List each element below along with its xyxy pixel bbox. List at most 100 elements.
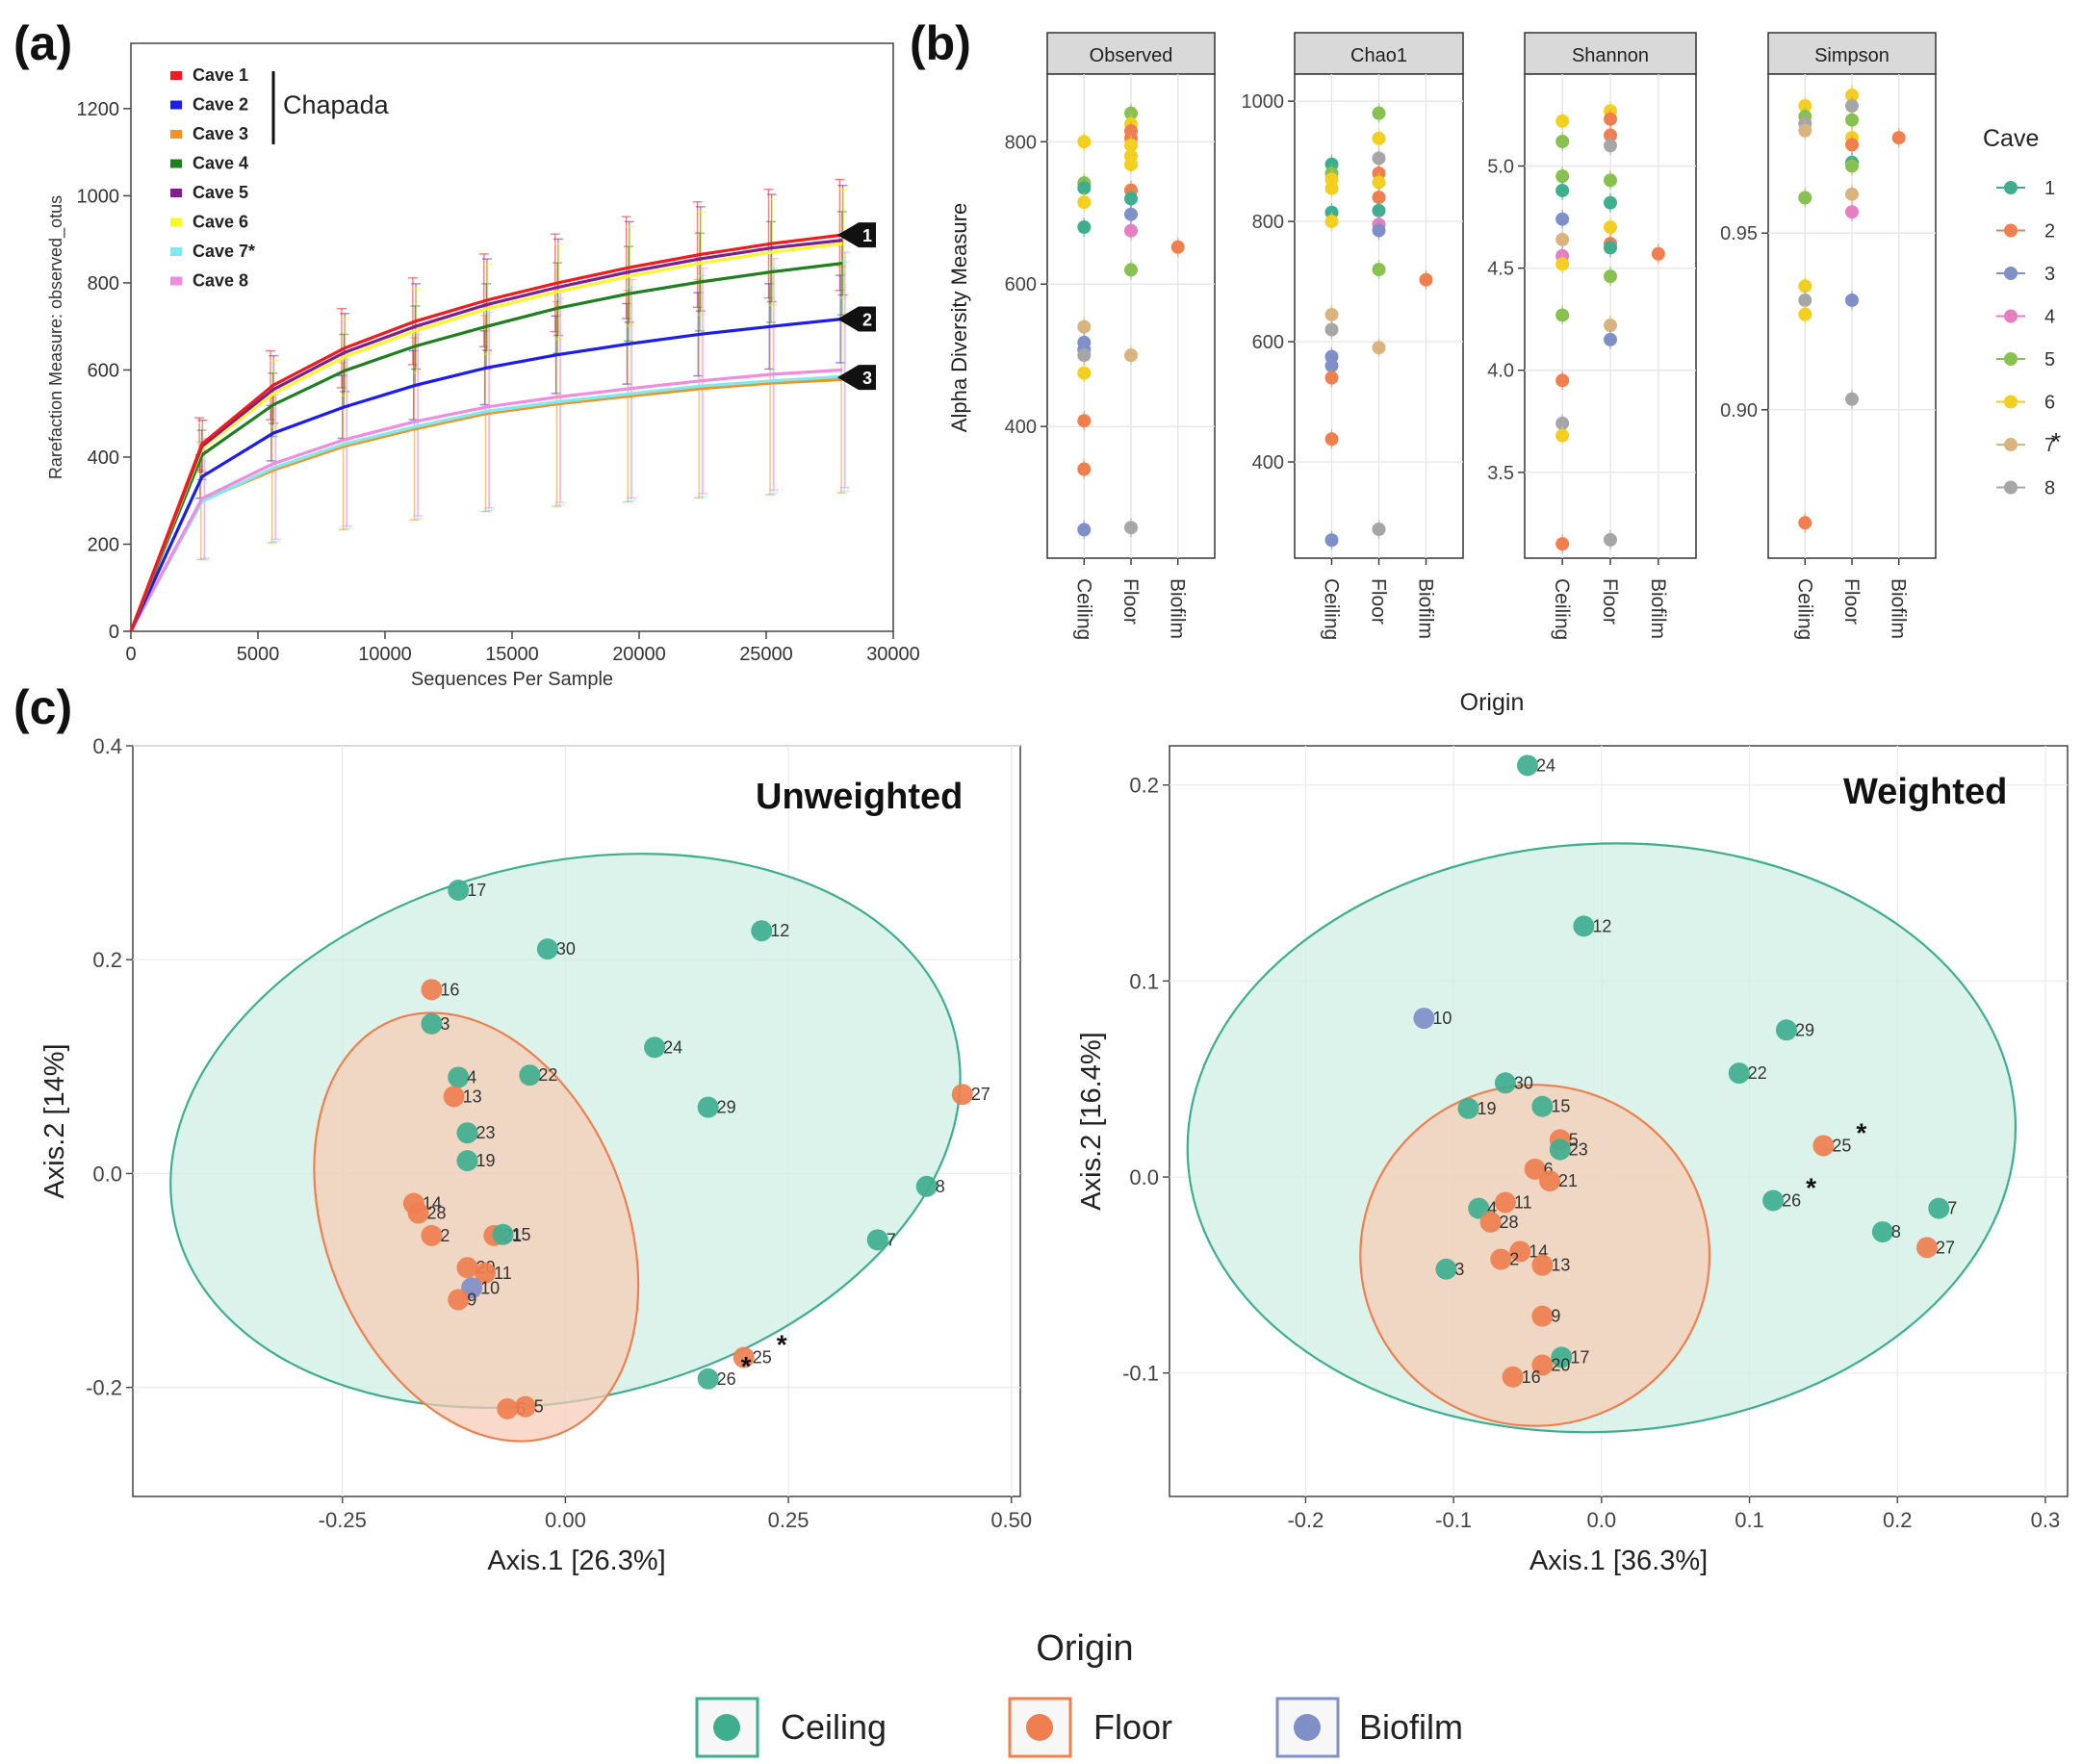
pcoa-point-star: *	[1856, 1117, 1866, 1147]
pcoa-title: Weighted	[1843, 772, 2007, 812]
alpha-point	[1372, 131, 1386, 145]
rarefaction-line-6	[129, 242, 843, 632]
cave-legend-dot	[2004, 309, 2018, 323]
facet-shannon: Shannon 3.5 4.0 4.5 5.0 Ceiling Floor Biofilm	[1487, 32, 1697, 640]
rarefaction-line-7	[129, 374, 843, 632]
pcoa-point	[1762, 1189, 1785, 1212]
alpha-point	[1798, 99, 1812, 114]
cave-legend-dot	[2004, 395, 2018, 409]
pcoa-point	[1494, 1072, 1516, 1094]
alpha-point	[1845, 293, 1859, 307]
cave-legend-dot	[2004, 352, 2018, 366]
alpha-point	[1077, 462, 1092, 476]
pcoa-point	[407, 1202, 429, 1224]
origin-legend-dot	[713, 1714, 740, 1741]
y-tick-label: 0.95	[1720, 223, 1758, 244]
pcoa-point-label: 16	[1522, 1368, 1541, 1387]
y-tick-label: 1000	[1242, 91, 1285, 113]
pcoa-point	[1531, 1305, 1554, 1327]
pcoa-point	[751, 920, 773, 942]
origin-legend-label: Floor	[1093, 1707, 1172, 1747]
alpha-point	[1555, 537, 1570, 551]
cave-legend-title: Cave	[1983, 125, 2039, 152]
pcoa-point-label: 19	[476, 1151, 495, 1170]
alpha-point	[1372, 203, 1386, 217]
alpha-point	[1555, 183, 1570, 197]
x-tick-label: Floor	[1840, 578, 1863, 625]
alpha-point	[1077, 220, 1092, 235]
pcoa-point-label: 30	[556, 939, 576, 959]
rarefaction-line-2	[129, 317, 843, 632]
pcoa-point-label: 26	[1782, 1190, 1801, 1210]
facet-simpson: Simpson 0.90 0.95 Ceiling Floor Biofilm	[1720, 32, 1937, 640]
y-tick-label: -0.2	[86, 1376, 122, 1400]
pcoa-point	[456, 1257, 478, 1279]
pcoa-point-label: 12	[1592, 916, 1611, 935]
alpha-point	[1372, 106, 1386, 120]
y-axis-label: Rarefaction Measure: observed_otus	[46, 195, 66, 479]
pcoa-point	[915, 1175, 938, 1197]
pcoa-point-label: 7	[887, 1230, 896, 1249]
facet-strip	[1767, 32, 1937, 75]
alpha-point	[1324, 432, 1339, 447]
pcoa-point	[1549, 1138, 1571, 1161]
pcoa_weighted-chart: -0.2 -0.1 0.0 0.1 0.2 0.3-0.10.00.10.22412102…	[1076, 745, 2069, 1576]
pcoa-point	[492, 1223, 514, 1245]
x-tick-label: 0	[125, 644, 136, 665]
alpha-point	[1555, 416, 1570, 430]
arrow-marker	[837, 306, 859, 332]
alpha-point	[1124, 263, 1138, 277]
facet-title: Chao1	[1350, 45, 1407, 66]
arrow-marker	[837, 365, 859, 391]
pcoa-point-label: 15	[1551, 1097, 1570, 1116]
facet-strip	[1046, 32, 1216, 75]
alpha-point	[1372, 223, 1386, 238]
y-tick-label: 1200	[77, 99, 120, 120]
y-tick-label: 600	[1252, 332, 1284, 353]
legend-label: Cave 5	[193, 183, 248, 202]
x-tick-label: 30000	[866, 644, 920, 665]
alpha-point	[1604, 532, 1617, 547]
arrow-marker-body	[859, 365, 876, 391]
pcoa-point-label: 29	[1795, 1020, 1814, 1039]
x-tick-label: Floor	[1368, 578, 1390, 625]
x-tick-label: Ceiling	[1793, 578, 1815, 640]
pcoa-point	[1435, 1258, 1457, 1280]
pcoa-point-label: 8	[1891, 1222, 1901, 1241]
pcoa-point-label: 4	[467, 1067, 476, 1087]
cave-legend-star: *	[2051, 427, 2061, 456]
facet-chao1: Chao1 400 600 800 1000 Ceiling Floor Biofilm	[1242, 32, 1464, 640]
pcoa-point	[1516, 754, 1538, 777]
y-tick-label: 4.5	[1487, 259, 1514, 280]
legend-label: Cave 7*	[193, 242, 255, 261]
y-tick-label: 0.0	[92, 1162, 122, 1186]
alpha-point	[1604, 112, 1617, 126]
pcoa-point	[421, 1224, 443, 1246]
pcoa-point-label: 2	[1509, 1250, 1519, 1269]
x-tick-label: Floor	[1599, 578, 1621, 625]
alpha-point	[1555, 232, 1570, 246]
alpha-point	[1124, 138, 1138, 152]
pcoa-point-label: 15	[512, 1225, 531, 1244]
y-tick-label: 3.5	[1487, 463, 1514, 484]
pcoa-point-label: 13	[1551, 1256, 1570, 1275]
x-tick-label: 0.2	[1883, 1508, 1913, 1532]
pcoa-point-label: 24	[663, 1037, 682, 1057]
x-tick-label: 20000	[612, 644, 666, 665]
alpha-point	[1604, 195, 1617, 210]
alpha-x-axis-label: Origin	[1460, 689, 1525, 716]
legend-label: Cave 4	[193, 154, 248, 173]
alpha-point	[1845, 159, 1859, 173]
alpha-point	[1077, 414, 1092, 428]
pcoa-point-label: 7	[1947, 1199, 1957, 1218]
pcoa-point-label: 22	[538, 1065, 557, 1085]
pcoa-point-label: 5	[534, 1397, 544, 1417]
pcoa-point-label: 5	[1569, 1130, 1579, 1149]
facet-observed: Observed 400 600 800 Ceiling Floor Biofilm	[1005, 32, 1216, 640]
alpha-point	[1845, 99, 1859, 114]
x-tick-label: Biofilm	[1415, 578, 1437, 639]
pcoa-point	[456, 1150, 478, 1172]
origin-legend: Origin Ceiling Floor Biofilm	[695, 1628, 1463, 1758]
pcoa-point-label: 17	[467, 881, 486, 900]
